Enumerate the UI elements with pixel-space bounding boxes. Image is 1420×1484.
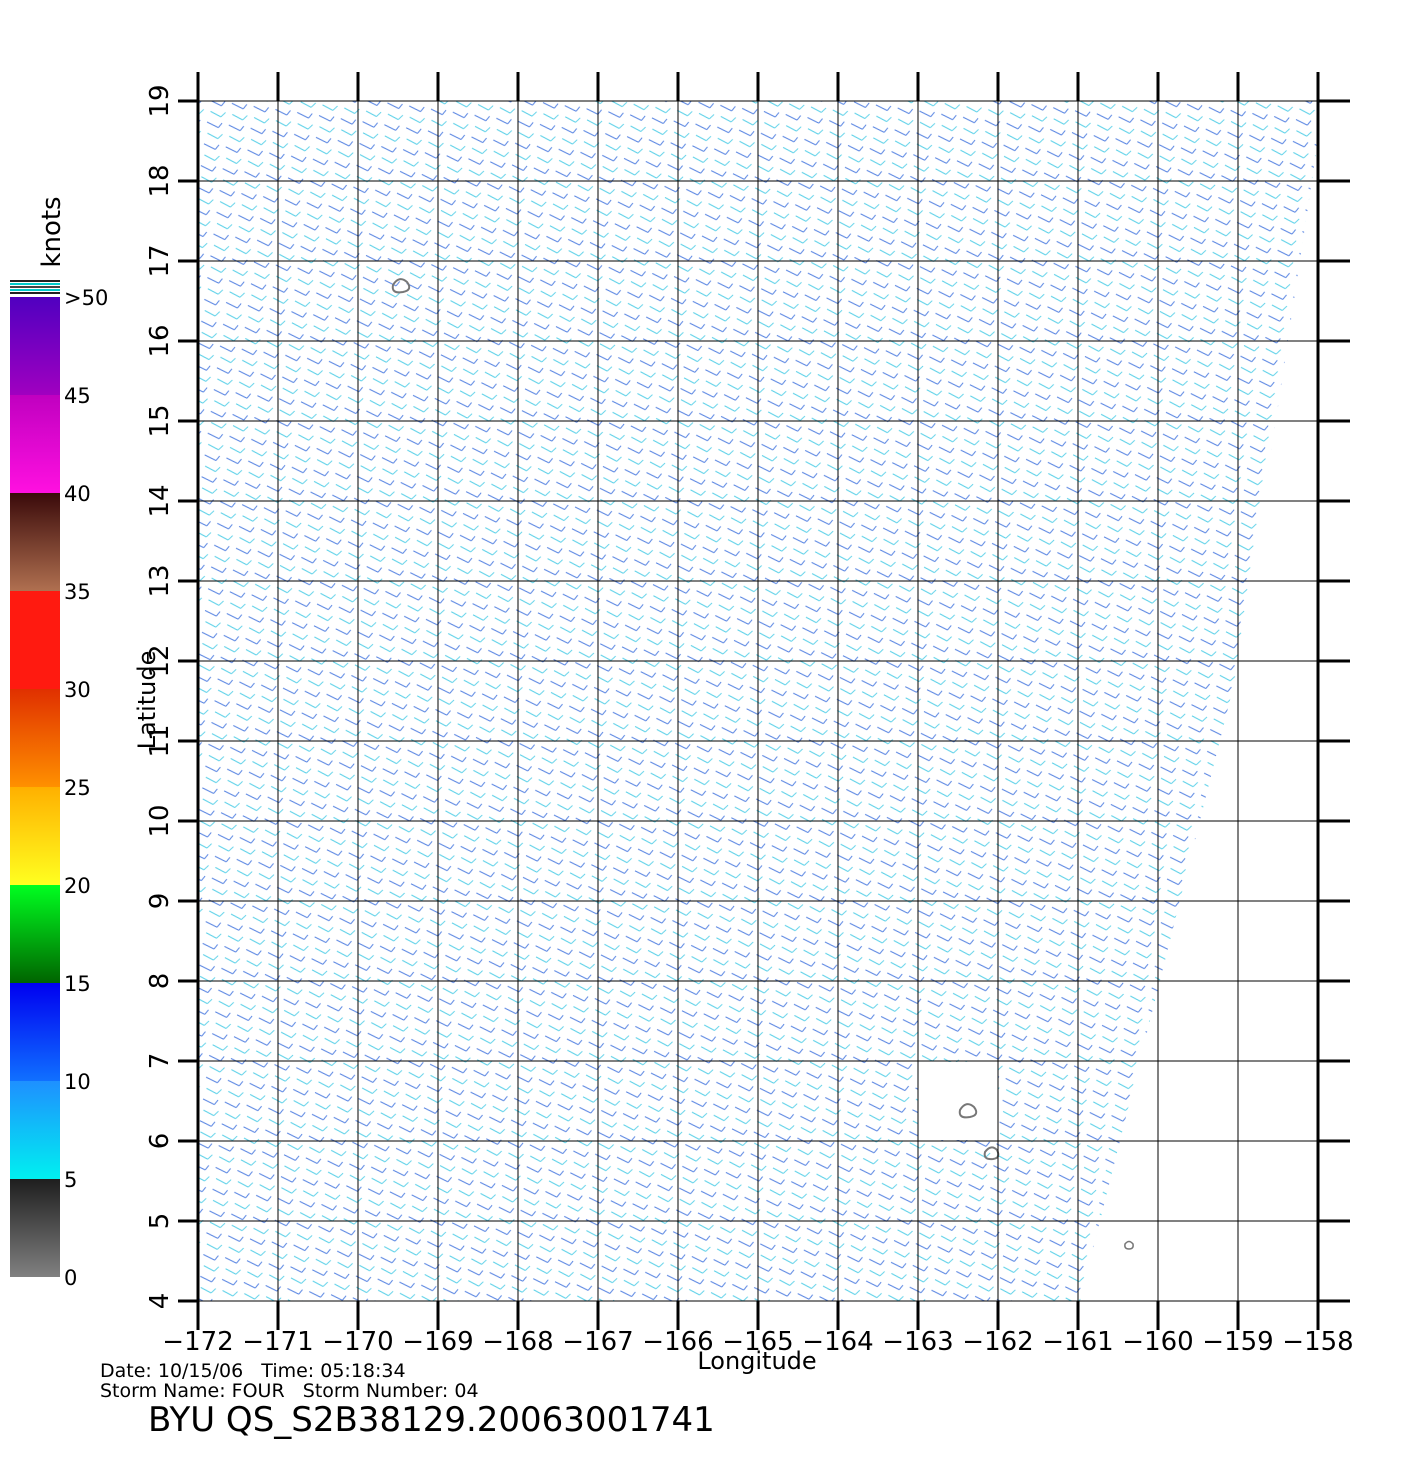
colorbar-segment <box>10 983 60 1081</box>
y-tick-label: 16 <box>145 324 175 357</box>
colorbar-segment <box>10 1081 60 1179</box>
file-name: BYU QS_S2B38129.20063001741 <box>148 1400 715 1440</box>
x-tick-label: −172 <box>162 1327 233 1357</box>
island <box>391 278 411 294</box>
colorbar-segment <box>10 689 60 787</box>
y-tick-label: 15 <box>145 404 175 437</box>
x-tick-label: −162 <box>962 1327 1033 1357</box>
x-tick-label: −160 <box>1122 1327 1193 1357</box>
y-tick-label: 10 <box>145 804 175 837</box>
y-tick-label: 13 <box>145 564 175 597</box>
island <box>1124 1240 1134 1250</box>
date-time: Date: 10/15/06 Time: 05:18:34 <box>100 1360 406 1382</box>
y-tick-label: 11 <box>145 724 175 757</box>
x-tick-label: −161 <box>1042 1327 1113 1357</box>
colorbar-tick-label: 5 <box>64 1168 77 1192</box>
y-tick-label: 7 <box>145 1053 175 1070</box>
colorbar-tick-label: >50 <box>64 286 108 310</box>
y-axis-title: Latitude <box>133 651 161 750</box>
colorbar: 0 5 10 15 20 25 30 35 40 45 >50 <box>10 280 108 1290</box>
colorbar-cap <box>10 280 60 282</box>
colorbar-tick-label: 35 <box>64 580 91 604</box>
colorbar-title: knots <box>37 196 67 267</box>
x-tick-label: −171 <box>242 1327 313 1357</box>
colorbar-tick-label: 25 <box>64 776 91 800</box>
x-tick-label: −166 <box>642 1327 713 1357</box>
island <box>958 1103 978 1119</box>
colorbar-cap <box>10 292 60 294</box>
x-tick-label: −164 <box>802 1327 873 1357</box>
x-tick-label: −159 <box>1202 1327 1273 1357</box>
colorbar-segment <box>10 787 60 885</box>
colorbar-segment <box>10 885 60 983</box>
colorbar-cap <box>10 286 60 288</box>
colorbar-tick-label: 40 <box>64 482 91 506</box>
colorbar-tick-label: 15 <box>64 972 91 996</box>
axes: −172 −171 −170 −169 −168 −167 −166 −165 −164 −163… <box>145 72 1354 1357</box>
y-tick-label: 4 <box>145 1293 175 1310</box>
colorbar-segment <box>10 395 60 493</box>
colorbar-segment <box>10 493 60 591</box>
y-tick-label: 19 <box>145 84 175 117</box>
colorbar-tick-label: 0 <box>64 1266 77 1290</box>
storm-info: Storm Name: FOUR Storm Number: 04 <box>100 1380 479 1402</box>
colorbar-tick-label: 30 <box>64 678 91 702</box>
x-tick-label: −169 <box>402 1327 473 1357</box>
y-tick-label: 18 <box>145 164 175 197</box>
x-tick-label: −170 <box>322 1327 393 1357</box>
colorbar-tick-label: 45 <box>64 384 91 408</box>
x-tick-label: −168 <box>482 1327 553 1357</box>
y-tick-label: 5 <box>145 1213 175 1230</box>
x-tick-label: −158 <box>1282 1327 1353 1357</box>
colorbar-cap <box>10 289 60 291</box>
colorbar-tick-label: 10 <box>64 1070 91 1094</box>
y-tick-label: 14 <box>145 484 175 517</box>
y-tick-label: 9 <box>145 893 175 910</box>
colorbar-segment <box>10 297 60 395</box>
colorbar-tick-label: 20 <box>64 874 91 898</box>
no-data-patch <box>918 1062 998 1140</box>
y-tick-label: 8 <box>145 973 175 990</box>
y-tick-label: 17 <box>145 244 175 277</box>
y-tick-label: 6 <box>145 1133 175 1150</box>
colorbar-segment <box>10 591 60 689</box>
colorbar-cap <box>10 283 60 285</box>
x-tick-label: −163 <box>882 1327 953 1357</box>
x-tick-label: −167 <box>562 1327 633 1357</box>
x-axis-title: Longitude <box>697 1347 816 1375</box>
y-tick-label: 12 <box>145 644 175 677</box>
x-tick-label: −165 <box>722 1327 793 1357</box>
colorbar-segment <box>10 1179 60 1277</box>
